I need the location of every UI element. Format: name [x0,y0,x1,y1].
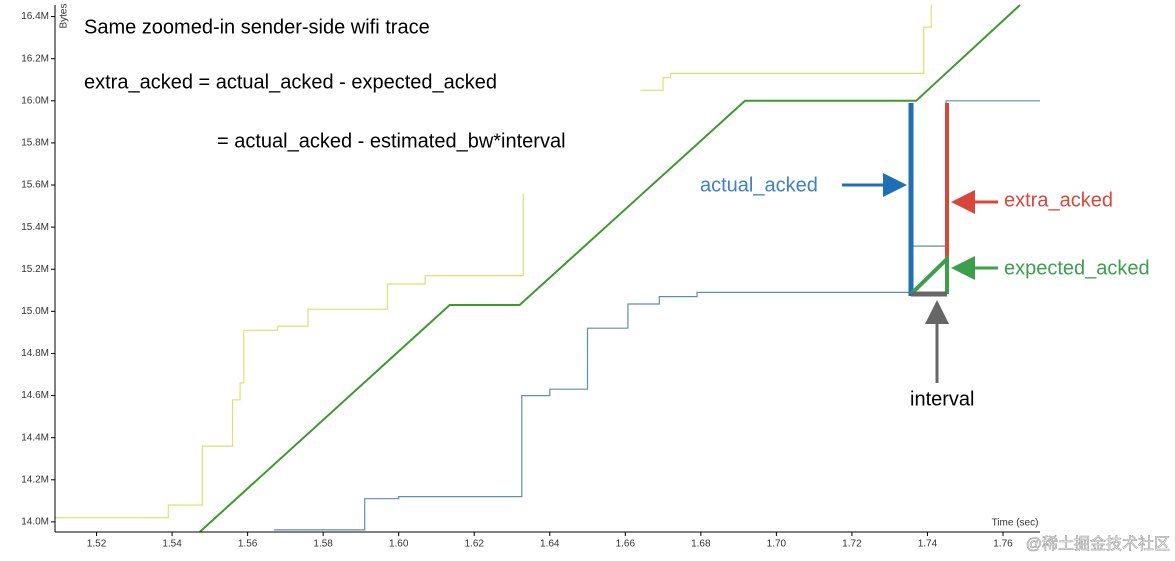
y-axis-label: Bytes [59,3,70,28]
expected-acked-triangle [909,254,949,296]
y-tick-label: 15.0M [21,306,49,317]
y-tick-label: 14.0M [21,517,49,528]
y-tick-label: 15.6M [21,180,49,191]
x-tick-label: 1.52 [87,539,107,550]
y-tick-label: 14.4M [21,432,49,443]
x-tick-label: 1.72 [842,539,862,550]
y-tick-label: 15.2M [21,264,49,275]
y-tick-label: 16.2M [21,53,49,64]
y-tick-label: 14.6M [21,390,49,401]
series-line [199,4,1021,533]
title: Same zoomed-in sender-side wifi trace [84,16,430,38]
y-tick-label: 16.0M [21,95,49,106]
x-tick-label: 1.62 [464,539,484,550]
equation: = actual_acked - estimated_bw*interval [217,130,566,152]
x-tick-label: 1.74 [918,539,938,550]
equation: extra_acked = actual_acked - expected_ac… [84,71,497,93]
annotation: interval [910,388,974,410]
y-tick-label: 15.8M [21,138,49,149]
x-tick-label: 1.66 [616,539,636,550]
x-tick-label: 1.60 [389,539,409,550]
annotation: actual_acked [700,174,818,196]
x-tick-label: 1.58 [313,539,333,550]
x-tick-label: 1.76 [993,539,1013,550]
x-tick-label: 1.68 [691,539,711,550]
x-tick-label: 1.64 [540,539,560,550]
x-tick-label: 1.56 [238,539,258,550]
y-tick-label: 14.8M [21,348,49,359]
annotation: expected_acked [1004,257,1150,279]
series-line [55,5,932,519]
x-tick-label: 1.54 [162,539,182,550]
x-axis-label: Time (sec) [992,518,1039,529]
y-tick-label: 16.4M [21,11,49,22]
annotation: extra_acked [1004,189,1113,211]
y-tick-label: 14.2M [21,474,49,485]
y-tick-label: 15.4M [21,222,49,233]
plot-area [55,4,1040,533]
watermark: @稀土掘金技术社区 [1026,535,1170,553]
x-tick-label: 1.70 [767,539,787,550]
